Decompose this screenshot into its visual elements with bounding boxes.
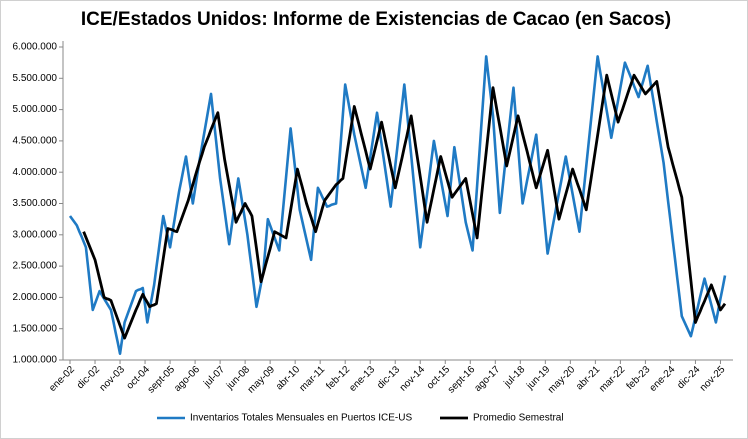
y-tick-label: 5.000.000 — [13, 104, 58, 115]
y-tick-label: 3.000.000 — [13, 229, 58, 240]
y-tick-label: 5.500.000 — [13, 73, 58, 84]
y-tick-label: 3.500.000 — [13, 198, 58, 209]
legend-label: Promedio Semestral — [473, 413, 564, 424]
y-tick-label: 6.000.000 — [13, 42, 58, 53]
y-tick-label: 1.500.000 — [13, 323, 58, 334]
y-tick-label: 2.500.000 — [13, 261, 58, 272]
y-tick-label: 4.500.000 — [13, 136, 58, 147]
y-tick-label: 1.000.000 — [13, 355, 58, 366]
y-tick-label: 4.000.000 — [13, 167, 58, 178]
legend-label: Inventarios Totales Mensuales en Puertos… — [190, 413, 412, 424]
y-tick-label: 2.000.000 — [13, 292, 58, 303]
chart-title: ICE/Estados Unidos: Informe de Existenci… — [81, 9, 671, 30]
series-line — [82, 73, 727, 340]
